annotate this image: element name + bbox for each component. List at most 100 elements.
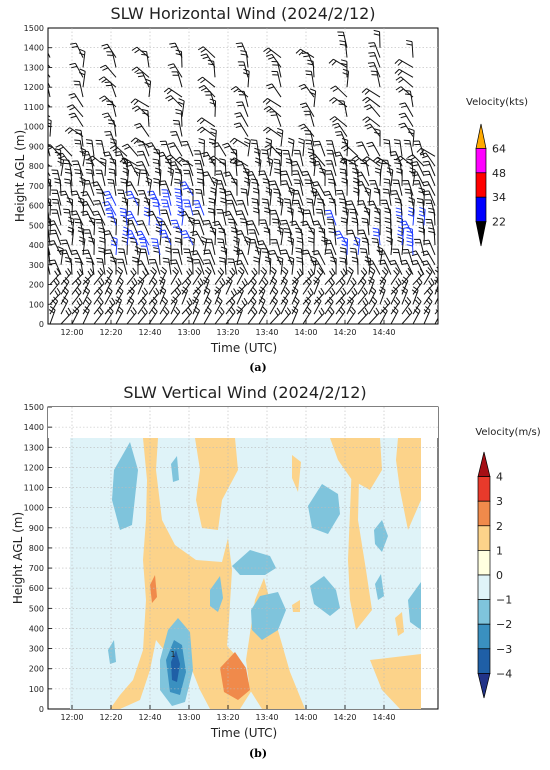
wind-barb-staff xyxy=(412,273,424,285)
wind-barb-staff xyxy=(280,199,284,216)
wind-barb-feather xyxy=(271,266,277,272)
wind-barb-feather xyxy=(330,307,335,313)
wind-barb-staff xyxy=(208,220,216,236)
wind-barb-feather xyxy=(281,252,288,255)
wind-barb-staff xyxy=(159,290,167,305)
wind-barb-feather xyxy=(273,158,280,161)
wind-barb-feather xyxy=(210,127,217,131)
wind-barb-staff xyxy=(148,292,160,305)
wind-barb-staff xyxy=(137,312,148,324)
wind-barb-staff xyxy=(256,199,260,216)
wind-barb-staff xyxy=(136,66,150,78)
wind-barb-feather xyxy=(197,267,202,273)
wind-barb-feather xyxy=(328,182,335,184)
wind-barb-feather xyxy=(174,188,181,191)
colorbar-label: 2 xyxy=(496,520,503,533)
wind-barb-feather xyxy=(96,261,103,263)
wind-barb-feather xyxy=(266,83,273,87)
wind-barb-feather xyxy=(298,83,305,88)
wind-barb-feather xyxy=(287,239,294,243)
wind-barb-feather xyxy=(107,119,115,122)
wind-barb-feather xyxy=(217,270,223,276)
wind-barb-staff xyxy=(313,272,324,285)
wind-barb-staff xyxy=(181,100,185,117)
wind-barb-staff xyxy=(422,199,425,216)
wind-barb-feather xyxy=(427,267,433,273)
wind-barb-feather xyxy=(273,286,279,292)
y-tick-label: 900 xyxy=(29,142,44,151)
wind-barb-feather xyxy=(85,299,90,305)
wind-barb-feather xyxy=(373,33,380,36)
wind-barb-feather xyxy=(130,241,137,244)
chart-b-colorbar-title: Velocity(m/s) xyxy=(475,427,540,438)
wind-barb-staff xyxy=(316,191,326,206)
wind-barb-staff xyxy=(412,209,415,226)
wind-barb-staff xyxy=(407,180,414,196)
wind-barb-staff xyxy=(142,72,150,88)
wind-barb-feather xyxy=(263,47,269,53)
contour-pos-region xyxy=(348,438,372,630)
wind-barb-feather xyxy=(339,171,346,174)
wind-barb-staff xyxy=(313,280,320,295)
wind-barb-staff xyxy=(258,290,266,305)
wind-barb-feather xyxy=(152,276,158,283)
wind-barb-staff xyxy=(423,301,433,315)
wind-barb-feather xyxy=(313,140,320,143)
wind-barb-staff xyxy=(180,238,183,255)
wind-barb-staff xyxy=(109,249,117,265)
wind-barb-staff xyxy=(407,249,414,265)
wind-barb-feather xyxy=(270,213,277,215)
wind-barb-staff xyxy=(48,244,51,256)
wind-barb-staff xyxy=(416,171,425,187)
wind-barb-staff xyxy=(291,189,295,206)
wind-barb-staff xyxy=(434,309,438,315)
wind-barb-staff xyxy=(262,240,271,256)
wind-barb-feather xyxy=(351,260,358,263)
wind-barb-feather xyxy=(383,178,390,181)
wind-barb-staff xyxy=(130,181,139,196)
wind-barb-staff xyxy=(269,270,277,285)
wind-barb-feather xyxy=(306,306,312,312)
wind-barb-feather xyxy=(219,280,224,287)
wind-barb-feather xyxy=(74,218,81,220)
wind-barb-feather xyxy=(194,206,201,209)
wind-barb-staff xyxy=(173,142,183,157)
chart-a-caption: (a) xyxy=(249,361,267,374)
wind-barb-feather xyxy=(193,203,200,205)
wind-barb-staff xyxy=(335,282,346,295)
chart-b-title: SLW Vertical Wind (2024/2/12) xyxy=(123,383,366,402)
wind-barb-staff xyxy=(420,147,436,157)
y-tick-label: 1200 xyxy=(24,83,44,92)
wind-barb-feather xyxy=(77,226,84,230)
wind-barb-feather xyxy=(246,170,253,174)
wind-barb-feather xyxy=(266,108,272,113)
wind-barb-feather xyxy=(369,55,376,57)
wind-barb-feather xyxy=(428,230,435,234)
wind-barb-feather xyxy=(138,144,145,146)
wind-barb-feather xyxy=(150,279,156,285)
wind-barb-feather xyxy=(86,172,93,175)
wind-barb-feather xyxy=(422,253,429,256)
wind-barb-feather xyxy=(236,199,243,202)
wind-barb-staff xyxy=(423,310,431,324)
wind-barb-feather xyxy=(352,277,357,283)
wind-barb-feather xyxy=(307,240,315,243)
wind-barb-feather xyxy=(313,223,320,226)
wind-barb-staff xyxy=(269,144,282,157)
wind-barb-feather xyxy=(336,236,343,240)
wind-barb-feather xyxy=(136,220,143,222)
wind-barb-staff xyxy=(357,272,368,285)
wind-barb-feather xyxy=(263,227,270,230)
wind-barb-staff xyxy=(71,310,80,324)
wind-barb-feather xyxy=(125,230,132,233)
wind-barb-staff xyxy=(363,229,370,246)
wind-barb-staff xyxy=(323,229,326,246)
colorbar-label: 0 xyxy=(496,569,503,582)
wind-barb-staff xyxy=(373,42,381,58)
wind-barb-staff xyxy=(353,160,359,177)
wind-barb-staff xyxy=(181,290,189,305)
wind-barb-staff xyxy=(74,112,84,127)
wind-barb-feather xyxy=(340,250,347,253)
wind-barb-feather xyxy=(362,240,369,243)
wind-barb-staff xyxy=(369,123,381,137)
